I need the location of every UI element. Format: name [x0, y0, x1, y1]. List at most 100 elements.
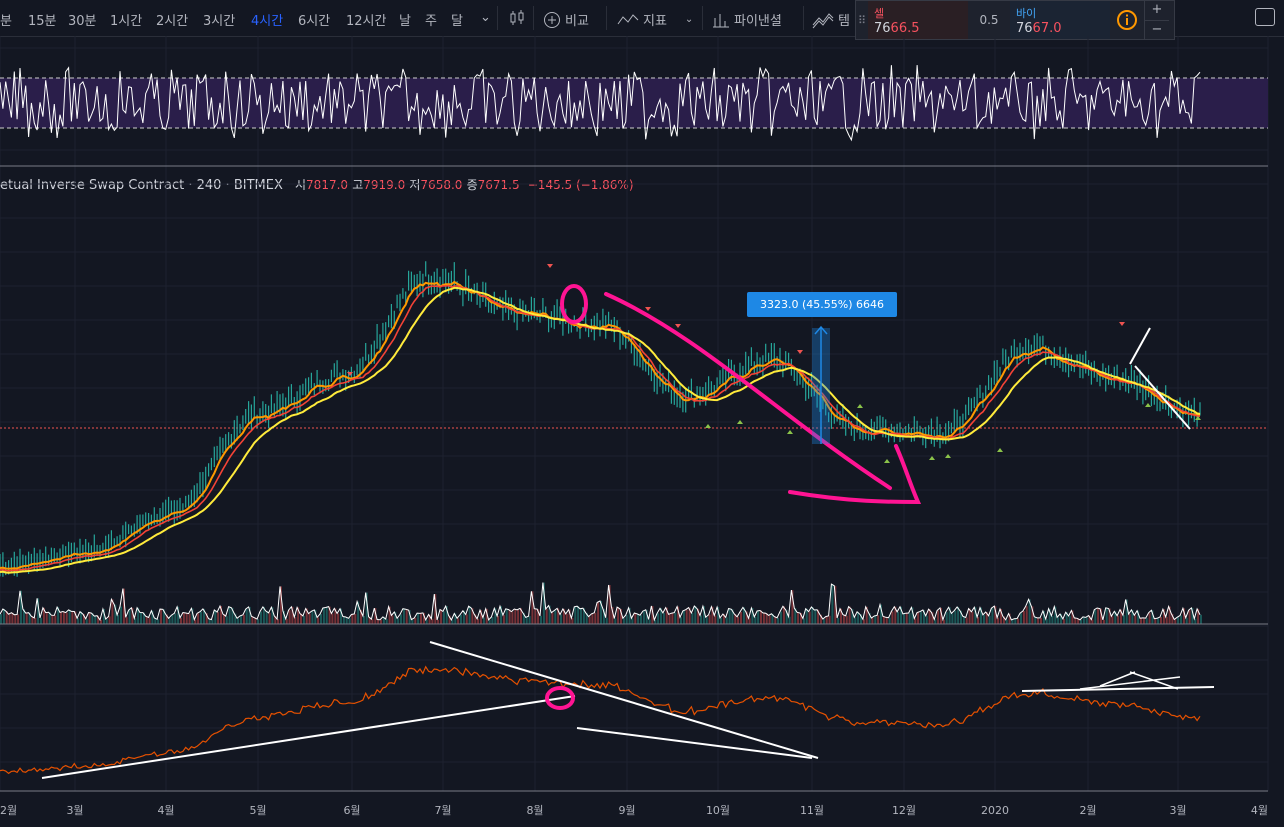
trade-panel: ⠿ 셀 7666.5 0.5 바이 7667.0 + −: [855, 0, 1175, 40]
maximize-icon[interactable]: [1255, 8, 1275, 26]
volume-bar: [1017, 618, 1020, 624]
volume-bar: [985, 612, 988, 624]
volume-bar: [325, 607, 328, 624]
plus-button[interactable]: +: [1151, 2, 1163, 17]
volume-bar: [251, 616, 254, 624]
volume-bar: [1168, 606, 1171, 624]
change-value: −145.5 (−1.86%): [527, 178, 634, 192]
timeframe-30분[interactable]: 30분: [68, 14, 97, 29]
x-axis-tick-label: 5월: [249, 804, 266, 817]
chevron-down-icon[interactable]: ⌄: [480, 10, 491, 25]
volume-bar: [162, 609, 165, 624]
volume-bar: [120, 606, 122, 624]
toolbar-divider: [702, 6, 703, 30]
volume-bar: [1068, 616, 1071, 624]
timeframe-날[interactable]: 날: [399, 14, 411, 29]
volume-bar: [982, 614, 985, 624]
timeframe-2시간[interactable]: 2시간: [156, 14, 189, 29]
info-button[interactable]: [1110, 1, 1144, 39]
volume-bar: [688, 607, 691, 624]
timeframe-6시간[interactable]: 6시간: [298, 14, 331, 29]
timeframe-3시간[interactable]: 3시간: [203, 14, 236, 29]
volume-bar: [965, 617, 968, 624]
financials-button[interactable]: 파이낸셜: [712, 10, 782, 29]
volume-bar: [1145, 618, 1148, 624]
volume-bar: [114, 604, 117, 624]
volume-bar: [834, 585, 837, 624]
volume-bar: [234, 613, 237, 624]
volume-bar: [677, 606, 680, 624]
volume-bar: [822, 619, 825, 624]
volume-bar: [22, 609, 25, 624]
volume-bar: [914, 618, 917, 624]
timeframe-주[interactable]: 주: [425, 14, 437, 29]
volume-bar: [122, 588, 125, 624]
candle-type-button[interactable]: [508, 10, 526, 26]
volume-bar: [191, 608, 194, 624]
trendline-drawings: [41, 327, 1215, 779]
volume-bar: [971, 611, 974, 624]
volume-bar: [1194, 618, 1197, 624]
volume-bar: [228, 606, 231, 624]
volume-bar: [11, 612, 14, 624]
volume-bar: [554, 610, 557, 624]
volume-bar: [962, 616, 965, 624]
timeframe-4시간[interactable]: 4시간: [251, 14, 284, 29]
volume-bar: [820, 614, 822, 624]
volume-bar: [400, 614, 402, 624]
drag-handle-icon[interactable]: ⠿: [857, 13, 867, 27]
trendline-drawing: [576, 727, 813, 759]
volume-bar: [1131, 609, 1134, 624]
symbol-title[interactable]: etual Inverse Swap Contract · 240 · BITM…: [0, 178, 283, 193]
templates-button[interactable]: 템: [812, 10, 850, 29]
volume-bar: [62, 611, 65, 624]
volume-bar: [314, 609, 317, 624]
volume-bar: [511, 611, 514, 624]
timeframe-1시간[interactable]: 1시간: [110, 14, 143, 29]
sell-label: 셀: [874, 7, 885, 20]
volume-bar: [108, 616, 111, 624]
volume-bar: [802, 618, 805, 624]
volume-bar: [474, 614, 477, 624]
volume-bar: [911, 607, 914, 624]
volume-bar: [1000, 609, 1002, 624]
sell-button[interactable]: 셀 7666.5: [868, 1, 968, 39]
volume-bar: [591, 613, 594, 624]
volume-bar: [134, 618, 137, 624]
buy-signal-marker: [737, 420, 743, 424]
volume-bar: [188, 613, 191, 624]
volume-bar: [1177, 617, 1180, 624]
volume-line: [0, 582, 1201, 622]
buy-signal-marker: [705, 424, 711, 428]
minus-button[interactable]: −: [1145, 19, 1169, 40]
volume-bar: [777, 617, 780, 624]
volume-bar: [671, 613, 674, 624]
volume-bar: [608, 585, 611, 624]
volume-bar: [208, 618, 211, 624]
volume-bar: [68, 609, 71, 624]
volume-bar: [891, 611, 894, 624]
volume-bar: [154, 617, 157, 624]
volume-bar: [1122, 615, 1125, 624]
x-axis-tick-label: 8월: [526, 804, 543, 817]
arrow-up-icon: [814, 325, 828, 335]
sell-price-suffix: 66.5: [890, 21, 920, 36]
timeframe-12시간[interactable]: 12시간: [346, 14, 387, 29]
timeframe-달[interactable]: 달: [451, 14, 463, 29]
volume-bar: [1071, 610, 1074, 624]
volume-bar: [902, 613, 905, 624]
timeframe-15분[interactable]: 15분: [28, 14, 57, 29]
indicators-button[interactable]: 지표 ⌄: [617, 10, 693, 29]
timeframe-분[interactable]: 분: [0, 14, 12, 29]
volume-bar: [1094, 609, 1097, 624]
volume-bar: [780, 611, 782, 624]
volume-bar: [1171, 613, 1174, 624]
price-chart[interactable]: 3323.0 (45.55%) 6646 2월 3월 4월 5월 6월 7월 8월 9월 10월…: [0, 36, 1284, 827]
compare-button[interactable]: 비교: [543, 10, 589, 29]
buy-button[interactable]: 바이 7667.0: [1010, 1, 1110, 39]
volume-bar: [457, 618, 460, 624]
volume-bar: [1022, 611, 1025, 624]
volume-bar: [782, 606, 785, 624]
price-candles: [0, 261, 1201, 577]
volume-bar: [1120, 609, 1122, 624]
